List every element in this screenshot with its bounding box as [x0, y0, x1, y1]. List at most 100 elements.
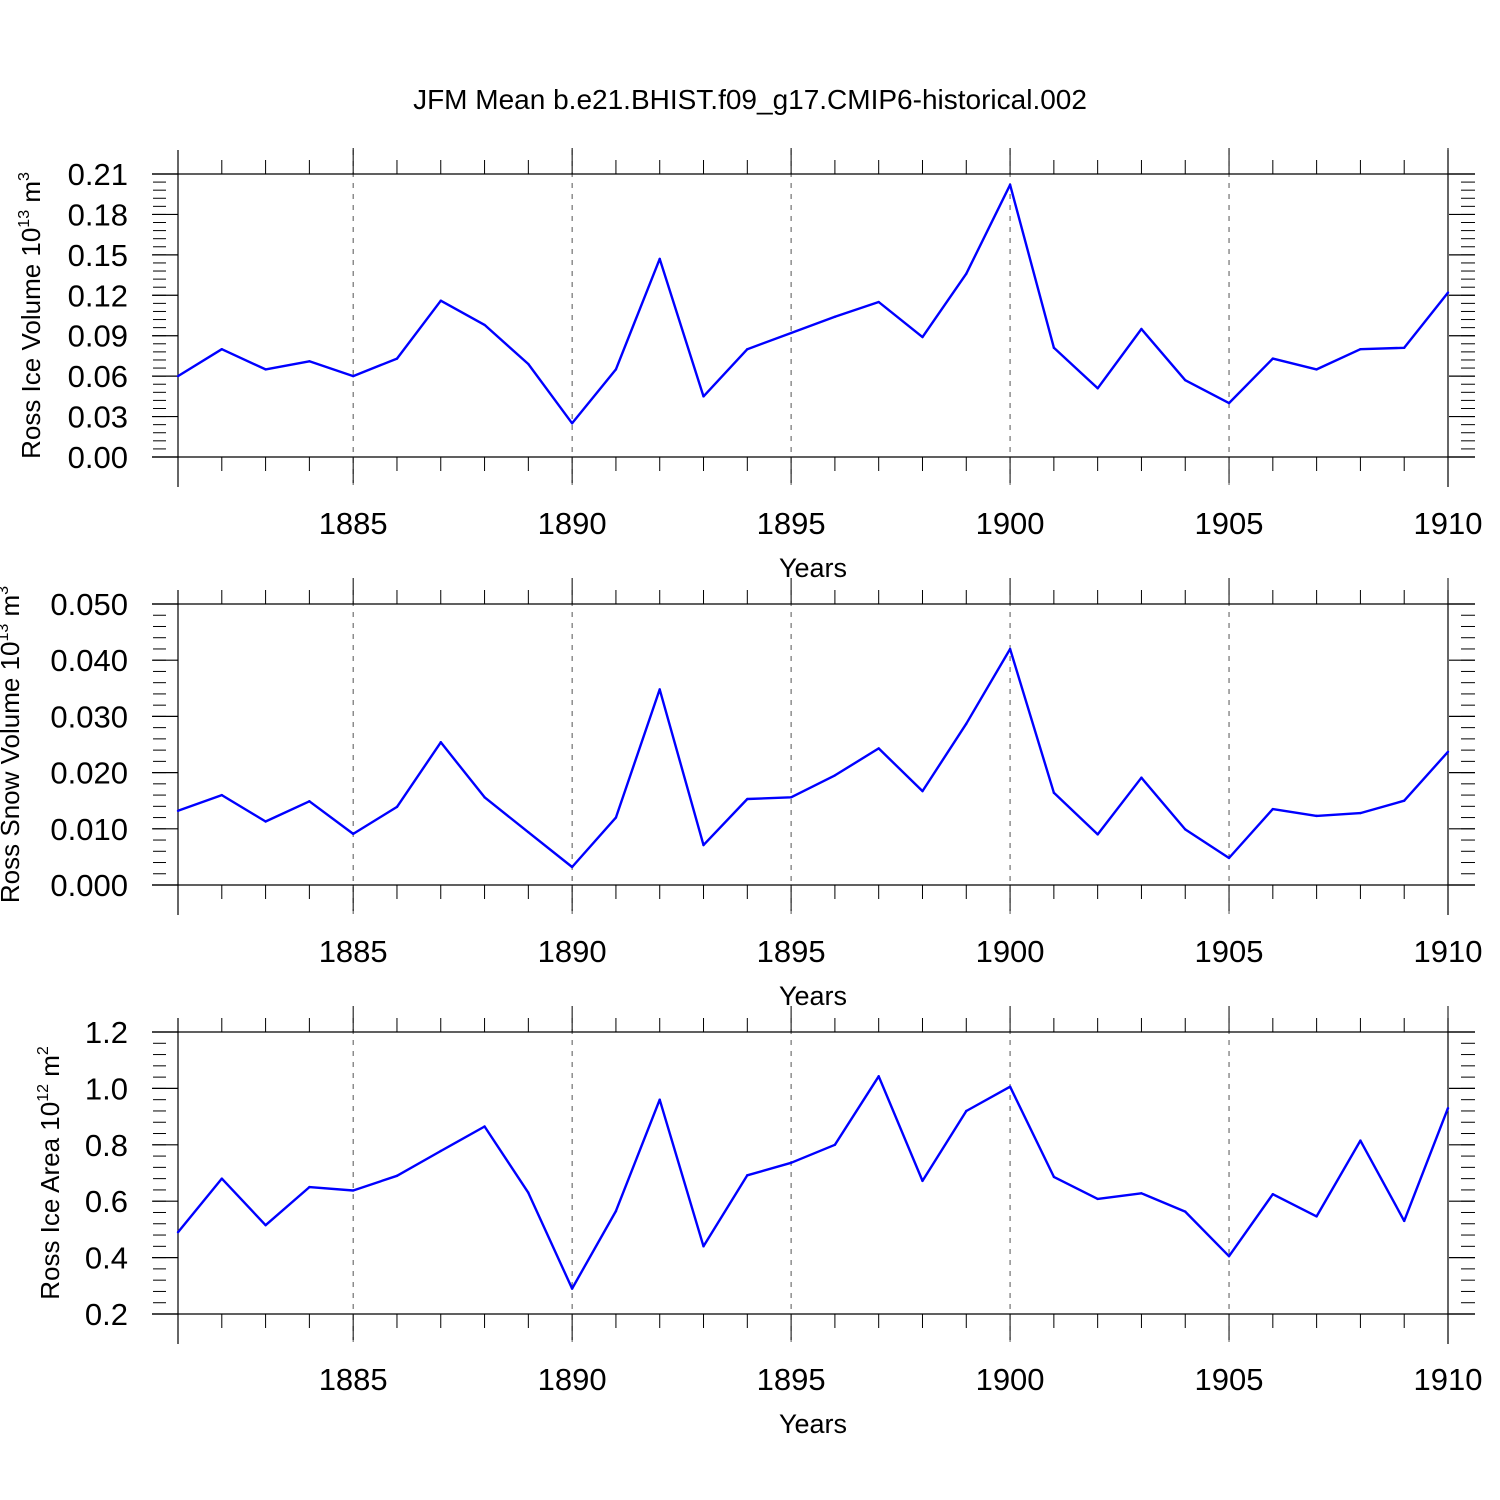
series-line	[177, 1075, 1450, 1290]
y-axis-label: Ross Snow Volume 1013 m3	[0, 586, 25, 903]
data-point	[1052, 346, 1056, 350]
y-axis-label-text: Ross Snow Volume 10	[0, 642, 25, 904]
data-point	[702, 395, 705, 398]
data-point	[439, 299, 442, 302]
data-point	[176, 809, 180, 813]
data-point	[1052, 791, 1056, 795]
y-axis-label-unit-exponent: 3	[0, 586, 12, 595]
y-tick-label: 0.000	[50, 868, 128, 903]
data-point	[1140, 1192, 1143, 1195]
data-point	[483, 1125, 486, 1128]
data-point	[965, 722, 968, 725]
x-tick-label: 1885	[319, 506, 388, 541]
y-tick-label: 0.020	[50, 756, 128, 791]
data-point	[965, 1109, 968, 1113]
y-tick-label: 0.030	[50, 699, 128, 734]
y-axis-label-unit: m	[0, 595, 25, 624]
data-point	[877, 747, 880, 750]
series-line	[177, 647, 1449, 869]
data-point	[220, 347, 223, 351]
y-tick-label: 0.010	[50, 812, 128, 847]
y-axis-label-exponent: 13	[16, 210, 33, 228]
data-point	[921, 789, 924, 793]
x-tick-label: 1895	[757, 506, 826, 541]
data-point	[965, 272, 968, 275]
data-point	[395, 805, 399, 809]
x-tick-label: 1910	[1414, 934, 1483, 969]
data-point	[702, 843, 705, 847]
data-point	[439, 741, 442, 744]
x-tick-label: 1900	[976, 1362, 1045, 1397]
data-point	[921, 1179, 924, 1183]
data-point	[1184, 378, 1187, 382]
y-tick-label: 1.0	[85, 1071, 128, 1106]
y-tick-label: 0.050	[50, 587, 128, 622]
x-axis-label: Years	[779, 981, 847, 1011]
data-point	[833, 315, 837, 319]
y-tick-label: 0.8	[85, 1128, 128, 1163]
data-point	[1403, 346, 1406, 350]
x-tick-label: 1885	[319, 934, 388, 969]
data-point	[570, 422, 574, 425]
data-point	[1184, 828, 1187, 831]
data-point	[1271, 807, 1275, 811]
data-point	[351, 1189, 355, 1192]
data-point	[1096, 387, 1099, 390]
y-axis-label: Ross Ice Volume 1013 m3	[16, 172, 46, 459]
x-tick-label: 1910	[1414, 1362, 1483, 1397]
x-tick-label: 1895	[757, 1362, 826, 1397]
x-axis-label: Years	[779, 1409, 847, 1439]
data-point	[658, 257, 661, 261]
series-line	[177, 183, 1449, 425]
y-tick-label: 0.15	[68, 238, 128, 273]
chart-panel-3: 1885 1890 1895 1900 1905 1910 Years 0.2 0.4 0.6 0.…	[35, 1006, 1482, 1439]
data-point	[746, 1174, 749, 1177]
y-tick-label: 0.6	[85, 1184, 128, 1219]
data-point	[176, 374, 180, 378]
data-point	[483, 796, 486, 799]
data-point	[877, 1075, 880, 1078]
y-axis-label-unit-exponent: 3	[16, 172, 33, 181]
y-axis-label-exponent: 12	[35, 1084, 52, 1102]
y-axis-label-unit-exponent: 2	[35, 1046, 52, 1055]
data-point	[570, 1287, 574, 1290]
data-point	[614, 816, 618, 819]
data-point	[789, 1161, 793, 1165]
x-tick-label: 1905	[1195, 506, 1264, 541]
y-tick-label: 0.00	[68, 440, 128, 475]
data-point	[176, 1231, 180, 1234]
x-tick-label: 1885	[319, 1362, 388, 1397]
data-point	[877, 300, 880, 304]
data-point	[1140, 327, 1143, 331]
x-tick-label: 1910	[1414, 506, 1483, 541]
data-point	[264, 820, 267, 823]
y-tick-label: 0.4	[85, 1241, 128, 1276]
data-point	[1227, 401, 1231, 405]
y-axis-label: Ross Ice Area 1012 m2	[35, 1046, 65, 1300]
y-axis-label-unit: m	[35, 1055, 65, 1084]
data-point	[1271, 1192, 1275, 1196]
data-point	[921, 335, 924, 339]
data-point	[351, 832, 355, 836]
data-point	[1403, 1219, 1406, 1223]
data-point	[527, 1191, 530, 1194]
data-point	[1315, 1215, 1318, 1218]
data-point	[264, 368, 267, 371]
data-point	[264, 1223, 267, 1227]
data-point	[1403, 799, 1406, 802]
data-point	[1315, 368, 1318, 371]
data-point	[746, 797, 749, 801]
data-point	[746, 347, 749, 351]
data-point	[1008, 183, 1012, 186]
data-point	[351, 374, 355, 378]
data-point	[395, 357, 399, 360]
chart-title: JFM Mean b.e21.BHIST.f09_g17.CMIP6-histo…	[413, 84, 1087, 115]
data-point	[1446, 291, 1450, 294]
data-point	[220, 793, 223, 797]
y-axis-label-text: Ross Ice Volume 10	[16, 228, 46, 459]
data-point	[658, 1098, 661, 1101]
y-axis-label-unit: m	[16, 181, 46, 210]
data-point	[220, 1177, 223, 1180]
x-tick-label: 1890	[538, 934, 607, 969]
data-point	[483, 323, 486, 327]
